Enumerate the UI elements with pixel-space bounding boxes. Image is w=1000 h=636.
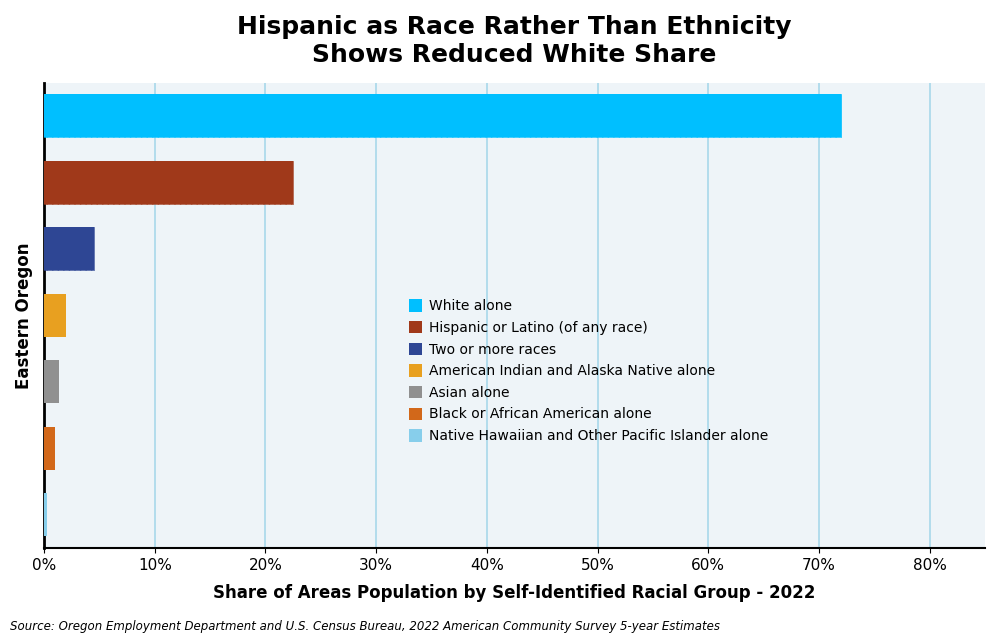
Bar [44, 227, 94, 270]
Text: Source: Oregon Employment Department and U.S. Census Bureau, 2022 American Commu: Source: Oregon Employment Department and… [10, 620, 720, 633]
Bar [44, 427, 55, 470]
Bar [44, 294, 66, 337]
Bar [44, 94, 841, 137]
Bar [44, 161, 293, 204]
Bar [44, 494, 47, 536]
X-axis label: Share of Areas Population by Self-Identified Racial Group - 2022: Share of Areas Population by Self-Identi… [213, 584, 816, 602]
Bar [44, 161, 293, 204]
Bar [44, 94, 841, 137]
Bar [44, 227, 94, 270]
Y-axis label: Eastern Oregon: Eastern Oregon [15, 242, 33, 389]
Title: Hispanic as Race Rather Than Ethnicity
Shows Reduced White Share: Hispanic as Race Rather Than Ethnicity S… [237, 15, 792, 67]
Legend: White alone, Hispanic or Latino (of any race), Two or more races, American India: White alone, Hispanic or Latino (of any … [409, 300, 769, 443]
Bar [44, 360, 59, 403]
